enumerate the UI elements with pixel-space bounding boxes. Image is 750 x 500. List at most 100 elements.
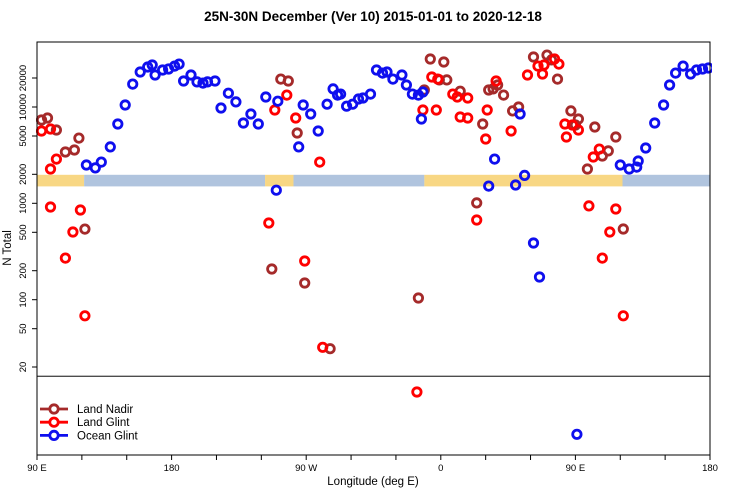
data-point-land-glint — [411, 386, 423, 398]
legend-marker-circle — [48, 403, 60, 415]
data-point-land-glint — [67, 226, 79, 238]
data-point-land-glint — [50, 153, 63, 165]
data-point-land-glint — [490, 75, 502, 87]
data-point-ocean-glint — [488, 153, 501, 165]
y-tick-label: 20000 — [18, 65, 29, 91]
data-point-ocean-glint — [415, 113, 427, 125]
y-tick-label: 50 — [18, 323, 29, 334]
data-point-ocean-glint — [514, 108, 526, 120]
data-point-ocean-glint — [237, 117, 249, 129]
data-point-land-glint — [471, 214, 483, 226]
data-point-ocean-glint — [312, 125, 324, 137]
data-point-land-glint — [314, 156, 326, 168]
data-point-ocean-glint — [533, 271, 546, 283]
legend-marker-circle — [48, 429, 60, 441]
x-axis-title: Longitude (deg E) — [327, 476, 419, 488]
data-point-ocean-glint — [146, 59, 158, 71]
y-tick-label: 1000 — [18, 193, 29, 214]
data-point-land-glint — [532, 60, 544, 72]
data-point-ocean-glint — [293, 141, 305, 153]
x-tick-label: 0 — [438, 463, 443, 474]
data-point-ocean-glint — [632, 155, 644, 167]
data-point-land-glint — [480, 133, 492, 145]
x-tick-label: 90 W — [295, 463, 317, 474]
data-point-ocean-glint — [640, 142, 652, 154]
data-point-land-nadir — [68, 144, 81, 156]
data-point-land-nadir — [527, 51, 540, 63]
data-point-land-glint — [44, 201, 57, 213]
data-point-ocean-glint — [215, 102, 227, 114]
data-point-ocean-glint — [157, 64, 169, 76]
data-point-land-glint — [521, 69, 534, 81]
data-point-ocean-glint — [305, 108, 317, 120]
data-point-land-glint — [610, 203, 622, 215]
data-point-ocean-glint — [483, 180, 495, 192]
data-point-ocean-glint — [696, 63, 709, 75]
data-point-land-nadir — [424, 53, 436, 65]
y-tick-label: 10000 — [18, 94, 29, 120]
data-point-land-glint — [432, 73, 444, 85]
data-point-ocean-glint — [173, 58, 185, 70]
legend-label: Land Nadir — [77, 404, 133, 416]
data-point-land-glint — [538, 59, 550, 71]
data-point-land-glint — [59, 252, 72, 264]
legend-label: Ocean Glint — [77, 430, 139, 442]
data-point-ocean-glint — [178, 75, 190, 87]
data-point-land-nadir — [477, 118, 489, 130]
data-point-ocean-glint — [649, 117, 661, 129]
data-point-ocean-glint — [321, 98, 333, 110]
data-point-land-nadir — [497, 89, 510, 101]
data-point-land-nadir — [471, 197, 483, 209]
legend-marker-circle — [48, 416, 60, 428]
land-band-segment — [265, 174, 294, 187]
data-point-land-glint — [596, 252, 608, 264]
data-point-ocean-glint — [657, 99, 670, 111]
data-point-land-glint — [426, 71, 438, 83]
y-tick-label: 500 — [18, 224, 29, 240]
x-tick-label: 90 E — [566, 463, 586, 474]
data-point-ocean-glint — [340, 100, 353, 112]
data-point-ocean-glint — [230, 96, 242, 108]
data-point-ocean-glint — [272, 95, 284, 107]
data-point-ocean-glint — [134, 66, 146, 78]
data-point-land-glint — [604, 226, 616, 238]
data-point-land-nadir — [617, 223, 629, 235]
data-point-land-nadir — [581, 163, 594, 175]
data-point-land-glint — [290, 112, 302, 124]
data-point-ocean-glint — [677, 60, 689, 72]
data-point-ocean-glint — [127, 78, 139, 90]
y-tick-label: 200 — [18, 263, 29, 279]
x-tick-label: 180 — [164, 463, 180, 474]
axes-layer: 90 E 180 90 W 0 90 E 180 20 50 100 200 500 1000 2000… — [18, 65, 718, 474]
y-tick-label: 20 — [18, 362, 29, 373]
data-point-ocean-glint — [387, 73, 399, 85]
data-point-land-nadir — [551, 73, 564, 85]
data-point-land-glint — [44, 123, 57, 135]
data-point-ocean-glint — [185, 69, 197, 81]
x-tick-label: 90 E — [27, 463, 47, 474]
data-point-ocean-glint — [104, 141, 116, 153]
data-point-land-nadir — [412, 292, 424, 304]
data-point-ocean-glint — [245, 108, 257, 120]
data-point-land-nadir — [589, 121, 601, 133]
data-point-land-nadir — [50, 124, 63, 136]
data-point-ocean-glint — [191, 76, 203, 88]
data-point-land-glint — [553, 58, 565, 70]
data-point-land-glint — [583, 200, 595, 212]
ocean-band-segment — [622, 174, 711, 187]
data-point-ocean-glint — [417, 86, 429, 98]
data-point-land-nadir — [565, 105, 577, 117]
data-point-land-glint — [317, 341, 329, 353]
land-band-segment — [37, 174, 85, 187]
data-point-land-glint — [505, 125, 517, 137]
y-tick-label: 5000 — [18, 125, 29, 146]
plot-box — [36, 41, 711, 456]
data-point-ocean-glint — [690, 64, 703, 76]
data-point-ocean-glint — [669, 67, 682, 79]
data-point-ocean-glint — [396, 69, 408, 81]
data-point-ocean-glint — [527, 237, 540, 249]
surface-band — [37, 174, 711, 187]
